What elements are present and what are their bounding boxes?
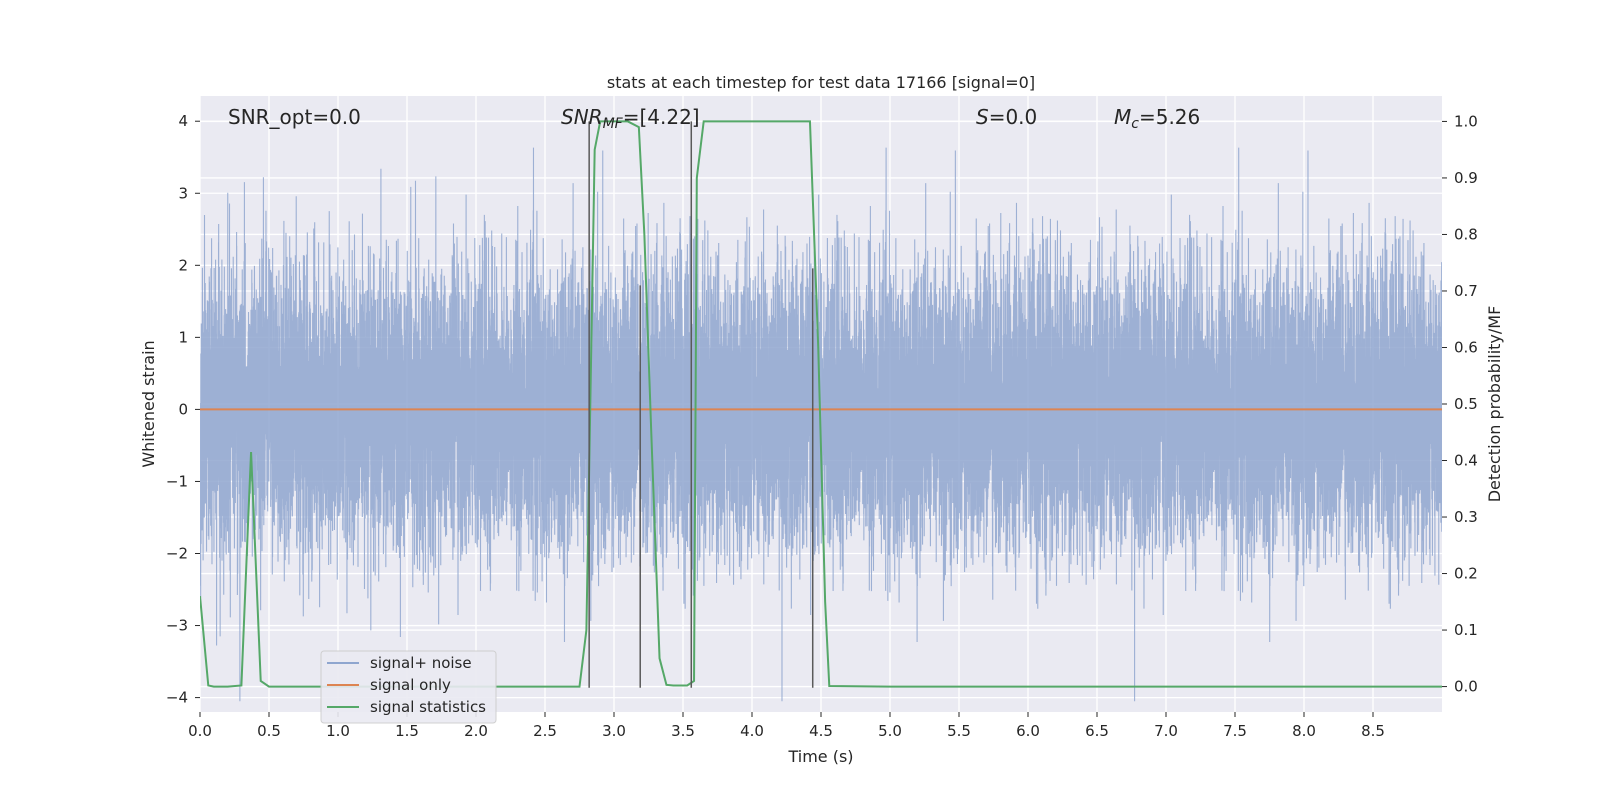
y2-tick-label: 0.3 [1454, 508, 1478, 526]
annotations: SNR_opt=0.0 SNRMF=[4.22] S=0.0 Mc=5.26 [228, 105, 1200, 132]
y2-ticks: 0.0 0.1 0.2 0.3 0.4 0.5 0.6 0.7 0.8 0.9 1.0 [1442, 112, 1478, 696]
y-ticks: −4 −3 −2 −1 0 1 2 3 4 [166, 112, 200, 707]
y-tick-label: −1 [166, 472, 188, 490]
x-ticks: 0.0 0.5 1.0 1.5 2.0 2.5 3.0 3.5 4.0 4.5 5.0 5.5 6.0 6… [188, 712, 1385, 740]
annotation-snr-mf: SNRMF=[4.22] [561, 105, 700, 132]
legend-label-signal-statistics: signal statistics [370, 698, 486, 716]
x-tick-label: 3.0 [602, 722, 626, 740]
x-tick-label: 1.0 [326, 722, 350, 740]
annotation-snr-opt-text: SNR_opt=0.0 [228, 105, 361, 129]
x-tick-label: 7.5 [1223, 722, 1247, 740]
x-tick-label: 1.5 [395, 722, 419, 740]
x-tick-label: 0.5 [257, 722, 281, 740]
annotation-snr-mf-text: SNRMF=[4.22] [561, 105, 700, 132]
y2-tick-label: 0.6 [1454, 338, 1478, 356]
x-tick-label: 5.5 [947, 722, 971, 740]
y2-tick-label: 0.0 [1454, 678, 1478, 696]
legend: signal+ noise signal only signal statist… [320, 650, 497, 724]
annotation-mc-text: Mc=5.26 [1114, 105, 1200, 132]
y2-tick-label: 0.5 [1454, 395, 1478, 413]
chart-title: stats at each timestep for test data 171… [607, 73, 1035, 92]
x-tick-label: 2.0 [464, 722, 488, 740]
y2-tick-label: 0.7 [1454, 282, 1478, 300]
x-tick-label: 0.0 [188, 722, 212, 740]
x-tick-label: 3.5 [671, 722, 695, 740]
y-tick-label: 2 [178, 256, 188, 274]
x-tick-label: 6.0 [1016, 722, 1040, 740]
vline-layer [588, 121, 814, 688]
y-axis-label: Whitened strain [139, 340, 158, 467]
x-tick-label: 6.5 [1085, 722, 1109, 740]
x-tick-label: 4.0 [740, 722, 764, 740]
legend-label-signal-noise: signal+ noise [370, 654, 472, 672]
x-tick-label: 8.5 [1361, 722, 1385, 740]
x-axis-label: Time (s) [787, 747, 853, 766]
legend-box [320, 650, 497, 724]
x-tick-label: 7.0 [1154, 722, 1178, 740]
y-tick-label: 0 [178, 400, 188, 418]
y2-tick-label: 1.0 [1454, 112, 1478, 130]
annotation-s-text: S=0.0 [976, 105, 1037, 129]
annotation-snr-opt: SNR_opt=0.0 [228, 105, 361, 129]
x-tick-label: 2.5 [533, 722, 557, 740]
y2-tick-label: 0.8 [1454, 225, 1478, 243]
y-tick-label: 1 [178, 328, 188, 346]
y2-tick-label: 0.4 [1454, 452, 1478, 470]
annotation-mc: Mc=5.26 [1114, 105, 1200, 132]
x-tick-label: 8.0 [1292, 722, 1316, 740]
x-tick-label: 5.0 [878, 722, 902, 740]
y-tick-label: −3 [166, 617, 188, 635]
y2-tick-label: 0.2 [1454, 565, 1478, 583]
y2-axis-label: Detection probability/MF [1485, 306, 1504, 503]
series-layer [200, 120, 1442, 702]
y-tick-label: 3 [178, 184, 188, 202]
y-tick-label: −4 [166, 689, 188, 707]
legend-label-signal-only: signal only [370, 676, 451, 694]
series-line-signal-statistics [200, 120, 1442, 688]
x-tick-label: 4.5 [809, 722, 833, 740]
y-tick-label: 4 [178, 112, 188, 130]
y-tick-label: −2 [166, 544, 188, 562]
y2-tick-label: 0.1 [1454, 621, 1478, 639]
y2-tick-label: 0.9 [1454, 169, 1478, 187]
annotation-s: S=0.0 [976, 105, 1037, 129]
